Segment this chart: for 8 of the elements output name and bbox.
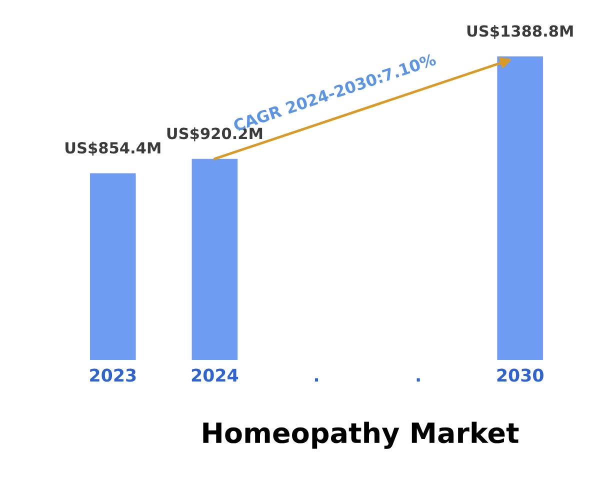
x-tick-label: 2024 xyxy=(192,368,238,382)
x-tick-label: . xyxy=(314,378,318,382)
data-label: US$854.4M xyxy=(66,142,160,156)
data-label: US$1388.8M xyxy=(467,24,573,39)
text: Homeopathy Market xyxy=(203,422,519,449)
x-tick-label: . xyxy=(416,378,420,382)
x-tick-label: 2023 xyxy=(90,368,136,382)
x-tick-label: 2030 xyxy=(497,368,544,382)
